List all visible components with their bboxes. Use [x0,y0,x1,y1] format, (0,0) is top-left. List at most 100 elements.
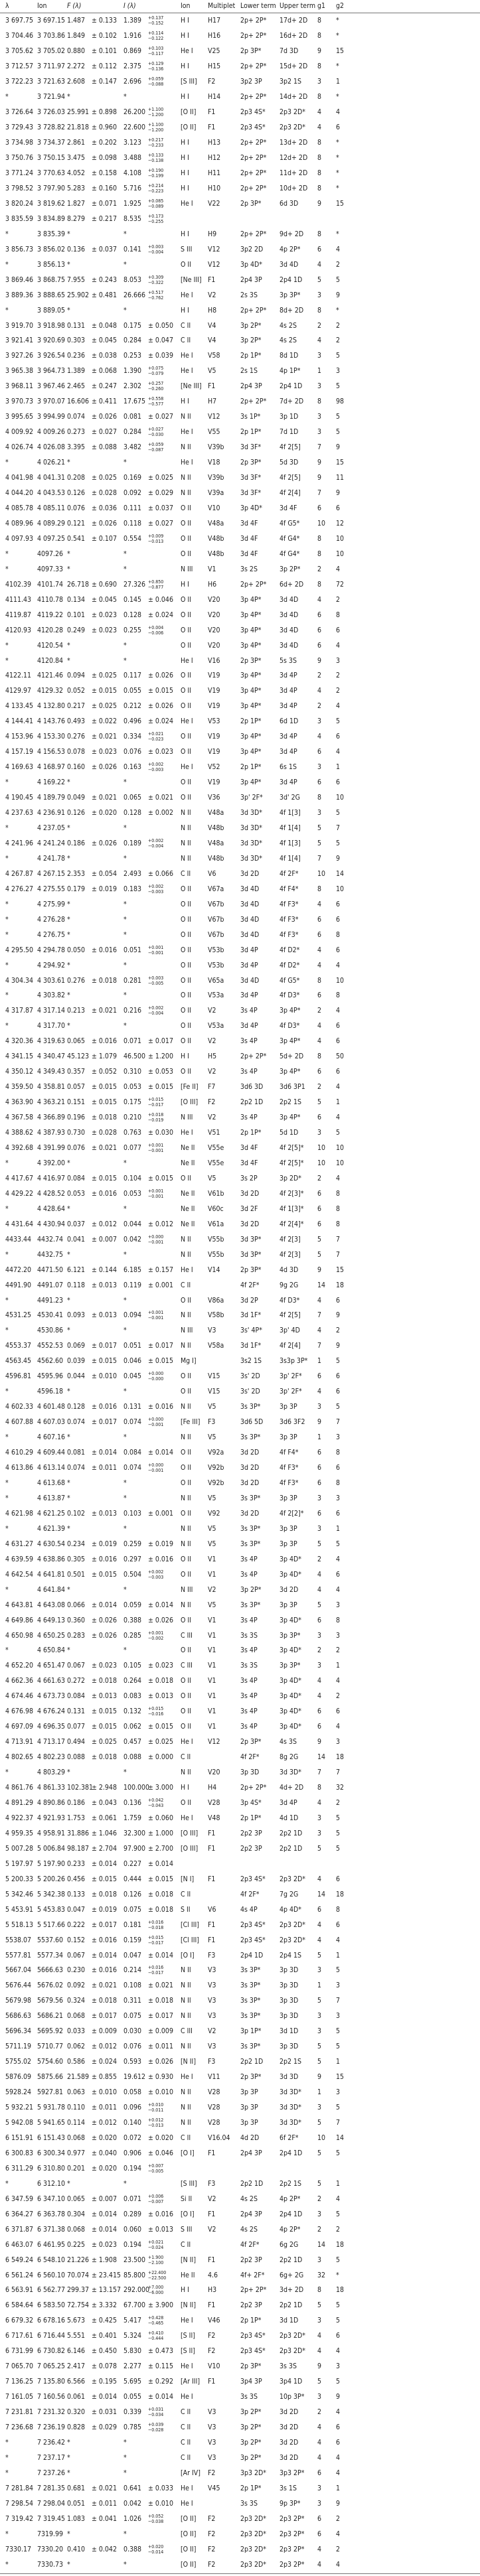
cell-g2: 5 [336,1814,341,1822]
cell-intensity: * [123,1326,127,1335]
cell-upper-term: 4f 1[3]* [280,1204,304,1213]
cell-lower-term: 3d 4D [240,976,260,985]
cell-intensity-error: ± 0.012 [148,1220,173,1228]
cell-flux-error: ± 1.046 [92,1829,117,1837]
cell-ion: O II [181,626,192,634]
cell-upper-term: 3d 4D [280,595,299,604]
cell-upper-term: 3d 4P [280,672,297,680]
cell-ion: O II [181,1007,192,1015]
cell-intensity: 0.444 [123,1875,142,1883]
cell-wavelength-lab: 4596.18 [37,1388,64,1396]
cell-g2: 2 [336,260,341,269]
cell-upper-term: 3d 4P [280,702,297,711]
cell-wavelength-observed: 3 995.65 [5,413,34,421]
cell-ion: H I [181,154,189,163]
cell-g1: 4 [317,2423,322,2432]
table-row: * 3 856.13 * * O II V12 3p 4D* 3d 4D 4 2 [0,257,480,272]
cell-intensity: * [123,1768,127,1777]
table-row: 4 157.19 4 156.53 0.078 ± 0.023 0.076 ± 0.023… [0,745,480,760]
cell-wavelength-lab: 4121.46 [37,672,64,680]
cell-upper-term: 2p3 2D* [280,1936,306,1944]
cell-intensity: * [123,459,127,467]
cell-intensity-error: ± 3.900 [148,2301,173,2310]
cell-flux: 0.151 [67,1098,86,1107]
cell-multiplet: V48b [208,854,224,863]
cell-g2: 5 [336,717,341,726]
cell-intensity: 2.277 [123,2362,142,2371]
cell-lower-term: 2p 3P* [240,1738,262,1747]
cell-wavelength-observed: 3 927.26 [5,352,34,360]
cell-g2: 5 [336,428,341,437]
cell-ion: O II [181,885,192,893]
cell-g1: 4 [317,2545,322,2553]
cell-wavelength-lab: 4120.28 [37,626,64,634]
lower-error: −0.877 [148,584,164,590]
upper-error: +0.015 [148,1706,164,1712]
cell-lower-term: 2p3 4S* [240,123,266,132]
cell-intensity-error: ± 0.018 [148,1890,173,1898]
cell-flux: 0.128 [67,1403,86,1411]
table-row: * 4491.23 * * O II V86a 3d 2P 4f D3* 4 6 [0,1293,480,1308]
cell-wavelength-lab: 7 231.32 [37,2408,66,2417]
table-row: 5686.63 5686.21 0.068 ± 0.017 0.075 ± 0.017 N … [0,2009,480,2024]
cell-g2: 5 [336,1966,341,1975]
cell-g2: 7 [336,1997,341,2005]
cell-ion: H I [181,17,189,25]
cell-upper-term: 5s 3S [280,656,297,665]
cell-lower-term: 3s 3P* [240,1966,261,1975]
cell-g1: 4 [317,2439,322,2447]
cell-multiplet: V12 [208,245,220,253]
cell-intensity-error: ± 0.029 [148,489,173,498]
cell-upper-term: 4f G5* [280,519,300,528]
cell-lower-term: 2s 3S [240,291,258,299]
cell-ion: He I [181,459,193,467]
cell-upper-term: 3p 3P [280,1539,297,1548]
cell-intensity-error: ± 0.027 [148,519,173,528]
cell-upper-term: 3d 1D [280,2317,299,2325]
cell-lower-term: 2p+ 2P* [240,184,267,192]
cell-flux-error: ± 0.026 [92,1631,117,1640]
cell-g2: 2 [336,2225,341,2234]
cell-g1: 4 [317,1875,322,1883]
cell-ion: C II [181,2439,191,2447]
cell-lower-term: 3d 2P [240,1296,258,1305]
cell-multiplet: F3 [208,1418,216,1427]
cell-g2: 4 [336,1555,341,1563]
cell-g1: 14 [317,1281,326,1289]
column-header-g2: g2 [336,2,345,10]
cell-flux-error: ± 0.016 [92,1966,117,1975]
column-header-ion: Ion [181,2,191,10]
cell-intensity: * [123,1022,127,1031]
cell-upper-term: 10d+ 2D [280,184,308,192]
cell-flux-error: ± 0.026 [92,1616,117,1624]
cell-flux: * [67,778,70,787]
cell-lower-term: 2p3 4S* [240,108,266,117]
table-row: * 4120.54 * * O II V20 3p 4P* 3d 4D 6 4 [0,638,480,653]
cell-wavelength-lab: 4 026.08 [37,443,66,452]
cell-upper-term: 2p3 2D* [280,2332,306,2340]
cell-ion: N II [181,1966,191,1975]
cell-wavelength-observed: 4 190.45 [5,794,34,802]
cell-g1: 4 [317,123,322,132]
upper-error: +0.002 [148,1005,164,1011]
cell-ion: Ne II [181,1204,195,1213]
cell-intensity: * [123,565,127,573]
upper-error: +0.002 [148,1569,164,1575]
cell-g1: 4 [317,687,322,695]
upper-error: +0.000 [148,1417,164,1423]
cell-upper-term: 3s3p 3P* [280,1357,308,1366]
cell-multiplet: F2 [208,2332,216,2340]
cell-g2: 2 [336,1646,341,1655]
cell-intensity: * [123,1494,127,1502]
cell-upper-term: 15d+ 2D [280,62,308,71]
cell-intensity: 0.071 [123,1037,142,1046]
cell-intensity-error: +22.400 −22.500 [148,2270,166,2281]
cell-flux: 0.730 [67,1129,86,1137]
cell-intensity: * [123,1296,127,1305]
cell-g1: 2 [317,2225,322,2234]
table-row: 4472.20 4471.50 6.121 ± 0.144 6.185 ± 0.157 He… [0,1262,480,1277]
cell-ion: C II [181,1890,191,1898]
cell-flux: * [67,1326,70,1335]
table-row: 7 298.54 7 298.04 0.051 ± 0.011 0.042 ± 0.010… [0,2496,480,2511]
cell-g1: 8 [317,397,322,406]
